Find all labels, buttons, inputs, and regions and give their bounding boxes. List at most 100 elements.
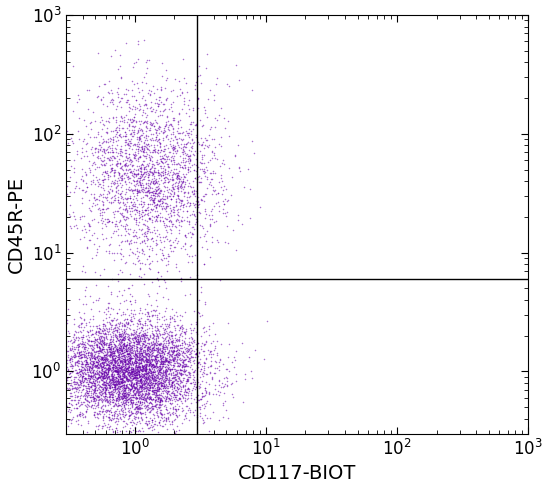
Point <box>133 367 142 374</box>
Point <box>170 353 179 361</box>
Point <box>136 399 145 407</box>
Point <box>152 371 161 379</box>
Point <box>92 200 101 208</box>
Point <box>62 338 71 345</box>
Point <box>163 332 172 340</box>
Point <box>127 368 136 376</box>
Point <box>179 143 188 151</box>
Point <box>135 367 144 375</box>
Point <box>119 124 128 132</box>
Point <box>66 212 75 220</box>
Point <box>88 375 97 383</box>
Point <box>169 243 178 251</box>
Point <box>91 369 100 377</box>
Point <box>140 410 149 418</box>
Point <box>63 127 72 135</box>
Point <box>124 185 133 193</box>
Point <box>122 376 131 384</box>
Point <box>142 383 151 391</box>
Point <box>205 362 214 370</box>
Point <box>208 349 217 357</box>
Point <box>170 429 179 437</box>
Point <box>139 370 148 378</box>
Point <box>153 412 162 419</box>
Point <box>140 96 149 103</box>
Point <box>116 333 125 341</box>
Point <box>116 344 125 352</box>
Point <box>189 326 198 334</box>
Point <box>200 359 208 367</box>
Point <box>111 364 119 372</box>
Point <box>94 178 102 186</box>
Point <box>75 401 84 409</box>
Point <box>180 100 189 108</box>
Point <box>151 362 160 369</box>
Point <box>183 197 192 205</box>
Point <box>77 319 86 327</box>
Point <box>171 415 180 422</box>
Point <box>70 380 79 388</box>
Point <box>184 168 192 175</box>
Point <box>72 373 81 381</box>
Point <box>151 326 160 334</box>
Point <box>104 114 113 122</box>
Point <box>126 346 135 354</box>
Point <box>68 344 76 352</box>
Point <box>151 380 160 388</box>
Point <box>145 341 153 348</box>
Point <box>100 340 108 348</box>
Point <box>82 358 91 366</box>
Point <box>179 201 188 209</box>
Point <box>202 175 211 183</box>
Point <box>119 365 128 373</box>
Point <box>119 132 128 140</box>
Point <box>92 144 101 152</box>
Point <box>152 352 161 360</box>
Point <box>168 410 177 417</box>
Point <box>172 172 181 180</box>
Point <box>87 403 96 411</box>
Point <box>111 387 120 395</box>
Point <box>172 223 181 231</box>
Point <box>98 198 107 206</box>
Point <box>128 122 137 130</box>
Point <box>179 348 188 356</box>
Point <box>146 421 155 429</box>
Point <box>130 351 139 359</box>
Point <box>131 231 140 239</box>
Point <box>146 386 155 394</box>
Point <box>177 177 185 185</box>
Point <box>246 367 255 374</box>
Point <box>120 170 129 177</box>
Point <box>113 196 122 204</box>
Point <box>150 198 158 206</box>
Point <box>108 365 117 373</box>
Point <box>146 104 155 112</box>
Point <box>129 133 138 141</box>
Point <box>117 342 125 350</box>
Point <box>140 341 148 348</box>
Point <box>135 317 144 325</box>
Point <box>131 334 140 342</box>
Point <box>172 393 180 401</box>
Point <box>69 377 78 385</box>
Point <box>216 340 225 348</box>
Point <box>150 386 158 393</box>
Point <box>126 428 135 436</box>
Point <box>171 351 180 359</box>
Point <box>138 179 146 187</box>
Point <box>96 216 105 224</box>
Point <box>178 361 187 368</box>
Point <box>118 363 127 370</box>
Point <box>122 341 130 349</box>
Point <box>127 375 136 383</box>
Point <box>166 316 174 323</box>
Point <box>123 350 131 358</box>
Point <box>157 238 166 246</box>
Point <box>144 173 152 181</box>
Point <box>199 392 207 400</box>
Point <box>153 112 162 120</box>
Point <box>149 381 158 389</box>
Point <box>151 401 160 409</box>
Point <box>133 370 141 378</box>
